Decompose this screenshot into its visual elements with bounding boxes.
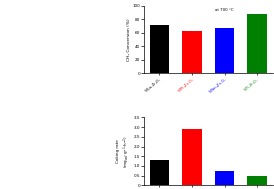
Y-axis label: Coking rate
(mg$_{cat}$$\cdot$g$^{-1}$$\cdot$h$^{-1}$): Coking rate (mg$_{cat}$$\cdot$g$^{-1}$$\… [116,135,132,168]
Bar [215,171,234,185]
Bar [150,25,169,73]
Text: at 700 °C: at 700 °C [215,8,233,12]
Bar [150,160,169,185]
Bar [182,129,202,185]
Bar [182,31,202,73]
Bar [215,28,234,73]
Bar [247,176,267,185]
Bar [247,14,267,73]
Y-axis label: CH₄ Conversion (%): CH₄ Conversion (%) [127,18,130,61]
